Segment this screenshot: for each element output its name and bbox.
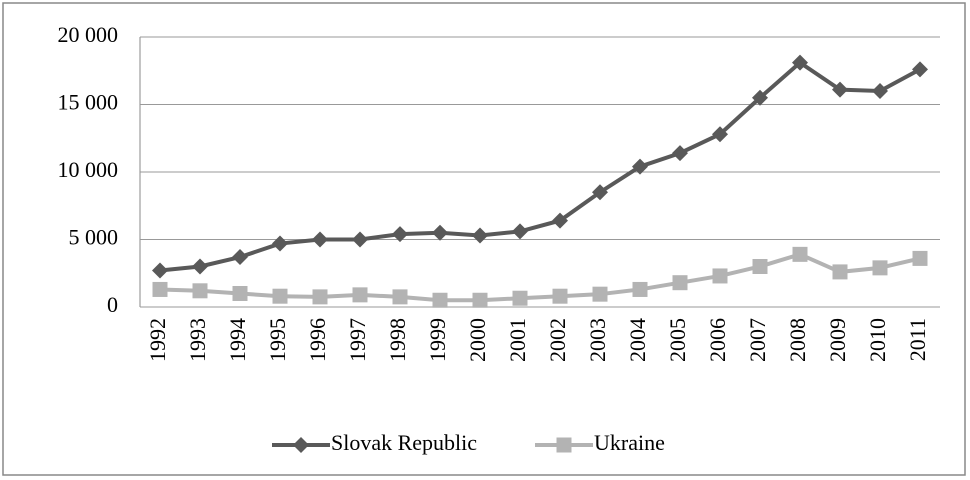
data-point xyxy=(192,258,208,275)
y-tick-label: 15 000 xyxy=(58,90,119,115)
data-point xyxy=(792,246,808,262)
x-tick-label: 2004 xyxy=(625,318,650,362)
data-point xyxy=(712,126,728,143)
x-tick-label: 2007 xyxy=(745,318,770,362)
data-point xyxy=(912,250,928,266)
x-tick-label: 2000 xyxy=(465,318,490,362)
data-point xyxy=(912,61,928,78)
data-point xyxy=(832,81,848,98)
data-point xyxy=(872,260,888,276)
legend-marker xyxy=(293,437,309,453)
x-tick-label: 1992 xyxy=(145,318,170,362)
x-tick-label: 1998 xyxy=(385,318,410,362)
x-tick-label: 2002 xyxy=(545,318,570,362)
x-tick-label: 1994 xyxy=(225,318,250,362)
data-point xyxy=(512,290,528,306)
x-tick-label: 2010 xyxy=(865,318,890,362)
data-point xyxy=(552,288,568,304)
x-tick-label: 1993 xyxy=(185,318,210,362)
data-point xyxy=(352,231,368,248)
data-point xyxy=(312,231,328,248)
x-tick-label: 2005 xyxy=(665,318,690,362)
data-point xyxy=(592,286,608,302)
data-point xyxy=(232,286,248,301)
data-point xyxy=(392,289,408,305)
data-point xyxy=(312,289,328,305)
data-point xyxy=(272,235,288,252)
y-tick-label: 10 000 xyxy=(58,157,119,182)
y-tick-label: 20 000 xyxy=(58,22,119,47)
x-tick-label: 2003 xyxy=(585,318,610,362)
y-tick-label: 0 xyxy=(107,292,118,317)
x-tick-label: 2011 xyxy=(905,318,930,361)
data-point xyxy=(472,292,488,308)
data-point xyxy=(352,287,368,303)
x-tick-label: 1995 xyxy=(265,318,290,362)
x-tick-label: 1996 xyxy=(305,318,330,362)
data-point xyxy=(152,281,168,297)
legend-marker xyxy=(556,437,572,453)
data-point xyxy=(232,249,248,266)
data-point xyxy=(632,281,648,297)
data-point xyxy=(192,283,208,299)
x-tick-label: 1997 xyxy=(345,318,370,362)
data-point xyxy=(832,264,848,280)
data-point xyxy=(432,224,448,241)
data-point xyxy=(752,89,768,106)
data-point xyxy=(592,184,608,201)
data-point xyxy=(752,259,768,274)
data-point xyxy=(792,54,808,71)
legend-label: Slovak Republic xyxy=(331,430,477,455)
data-point xyxy=(432,292,448,308)
data-point xyxy=(712,268,728,284)
x-tick-label: 2001 xyxy=(505,318,530,362)
x-tick-label: 2009 xyxy=(825,318,850,362)
data-point xyxy=(392,226,408,243)
x-tick-label: 2006 xyxy=(705,318,730,362)
data-point xyxy=(472,227,488,244)
data-point xyxy=(672,145,688,162)
data-point xyxy=(512,223,528,240)
y-tick-label: 5 000 xyxy=(69,225,119,250)
x-tick-label: 1999 xyxy=(425,318,450,362)
data-point xyxy=(152,262,168,279)
legend-label: Ukraine xyxy=(594,430,665,455)
data-point xyxy=(672,275,688,291)
x-tick-label: 2008 xyxy=(785,318,810,362)
data-point xyxy=(552,212,568,229)
data-point xyxy=(632,158,648,175)
data-point xyxy=(272,288,288,304)
data-point xyxy=(872,83,888,99)
